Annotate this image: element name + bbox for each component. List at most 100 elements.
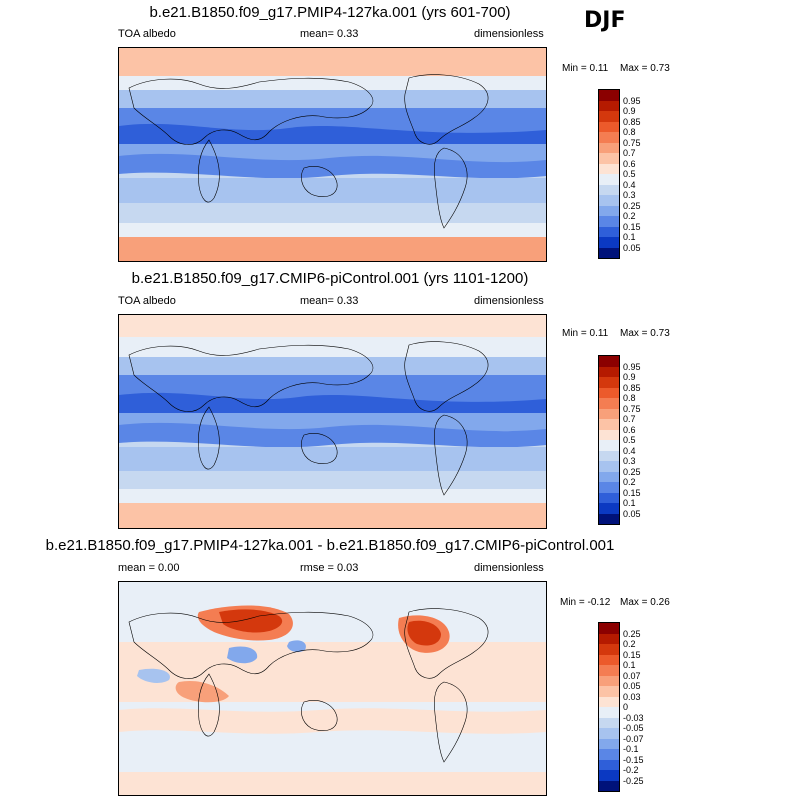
panel-2-max-label: Max = 0.73	[620, 328, 670, 339]
colorbar-tick-label: 0.5	[623, 435, 636, 445]
colorbar-segment	[599, 163, 619, 174]
colorbar-segment	[599, 707, 619, 718]
colorbar-tick-label: -0.2	[623, 765, 639, 775]
colorbar-segment	[599, 111, 619, 122]
colorbar-segment	[599, 142, 619, 153]
panel-1-map	[118, 47, 547, 262]
colorbar-segment	[599, 184, 619, 195]
colorbar-tick-label: 0.9	[623, 106, 636, 116]
panel-3-map-field	[119, 582, 546, 795]
panel-1-title: b.e21.B1850.f09_g17.PMIP4-127ka.001 (yrs…	[149, 4, 511, 21]
colorbar-segment	[599, 377, 619, 388]
colorbar-segment	[599, 366, 619, 377]
colorbar-tick-label: 0.95	[623, 95, 641, 106]
colorbar-tick-label: 0.6	[623, 158, 636, 169]
colorbar-tick-label: 0.95	[623, 361, 641, 372]
colorbar-tick-label: 0.7	[623, 148, 636, 158]
colorbar-segment	[599, 461, 619, 472]
colorbar-segment	[599, 132, 619, 143]
panel-2-left-label: TOA albedo	[118, 295, 176, 307]
colorbar-segment	[599, 90, 619, 101]
colorbar-tick-label: 0.15	[623, 649, 641, 660]
colorbar-tick-label: -0.05	[623, 723, 644, 733]
colorbar-tick-label: 0.2	[623, 477, 636, 487]
colorbar-segment	[599, 633, 619, 644]
colorbar-segment	[599, 728, 619, 739]
colorbar-segment	[599, 174, 619, 185]
colorbar-segment	[599, 121, 619, 132]
panel-2-map-field	[119, 315, 546, 528]
colorbar-tick-label: 0	[623, 702, 629, 712]
colorbar-segment	[599, 450, 619, 461]
panel-2-center-label: mean= 0.33	[300, 295, 359, 307]
colorbar-segment	[599, 408, 619, 419]
panel-3-right-label: dimensionless	[474, 562, 544, 574]
colorbar-tick-label: 0.1	[623, 660, 636, 670]
colorbar-segment	[599, 749, 619, 760]
panel-3-max-label: Max = 0.26	[620, 597, 670, 608]
panel-1-center-label: mean= 0.33	[300, 28, 359, 40]
colorbar-tick-label: 0.4	[623, 179, 636, 190]
colorbar-segment	[599, 398, 619, 409]
colorbar-tick-label: 0.5	[623, 169, 636, 179]
colorbar-segment	[599, 696, 619, 707]
panel-1-min-label: Min = 0.11	[562, 63, 609, 74]
colorbar-tick-label: 0.1	[623, 498, 636, 508]
panel-3-title: b.e21.B1850.f09_g17.PMIP4-127ka.001 - b.…	[45, 537, 615, 554]
colorbar-segment	[599, 738, 619, 749]
colorbar-segment	[599, 387, 619, 398]
colorbar-segment	[599, 717, 619, 728]
panel-2-colorbar	[598, 355, 620, 525]
colorbar-segment	[599, 471, 619, 482]
colorbar-tick-label: -0.15	[623, 754, 644, 765]
colorbar-segment	[599, 153, 619, 164]
colorbar-segment	[599, 686, 619, 697]
colorbar-tick-label: 0.85	[623, 382, 641, 393]
colorbar-tick-label: 0.1	[623, 232, 636, 242]
colorbar-tick-label: -0.03	[623, 712, 644, 723]
colorbar-segment	[599, 482, 619, 493]
panel-1-colorbar	[598, 89, 620, 259]
colorbar-tick-label: 0.9	[623, 372, 636, 382]
colorbar-segment	[599, 654, 619, 665]
colorbar-tick-label: -0.07	[623, 733, 644, 744]
colorbar-segment	[599, 237, 619, 248]
colorbar-segment	[599, 780, 619, 791]
colorbar-segment	[599, 195, 619, 206]
colorbar-tick-label: -0.1	[623, 744, 639, 754]
season-label: DJF	[584, 8, 626, 33]
colorbar-tick-label: 0.6	[623, 424, 636, 435]
panel-2-map	[118, 314, 547, 529]
colorbar-segment	[599, 759, 619, 770]
panel-3-left-label: mean = 0.00	[118, 562, 180, 574]
panel-2-title: b.e21.B1850.f09_g17.CMIP6-piControl.001 …	[131, 270, 529, 287]
colorbar-tick-label: 0.2	[623, 639, 636, 649]
colorbar-segment	[599, 100, 619, 111]
colorbar-tick-label: 0.75	[623, 137, 641, 148]
colorbar-segment	[599, 513, 619, 524]
colorbar-segment	[599, 205, 619, 216]
colorbar-tick-label: 0.05	[623, 242, 641, 253]
colorbar-segment	[599, 770, 619, 781]
colorbar-tick-label: 0.4	[623, 445, 636, 456]
colorbar-tick-label: 0.03	[623, 691, 641, 702]
colorbar-segment	[599, 665, 619, 676]
colorbar-segment	[599, 492, 619, 503]
panel-1-map-field	[119, 48, 546, 261]
panel-3-center-label: rmse = 0.03	[300, 562, 359, 574]
colorbar-tick-label: 0.3	[623, 190, 636, 200]
panel-3-colorbar	[598, 622, 620, 792]
colorbar-tick-label: 0.8	[623, 127, 636, 137]
colorbar-segment	[599, 675, 619, 686]
panel-1-left-label: TOA albedo	[118, 28, 176, 40]
colorbar-tick-label: 0.05	[623, 681, 641, 691]
colorbar-tick-label: 0.25	[623, 200, 641, 211]
colorbar-segment	[599, 644, 619, 655]
panel-2-right-label: dimensionless	[474, 295, 544, 307]
colorbar-segment	[599, 429, 619, 440]
colorbar-tick-label: 0.2	[623, 211, 636, 221]
panel-2-min-label: Min = 0.11	[562, 328, 609, 339]
panel-3-min-label: Min = -0.12	[560, 597, 611, 608]
colorbar-tick-label: 0.75	[623, 403, 641, 414]
colorbar-tick-label: 0.25	[623, 466, 641, 477]
